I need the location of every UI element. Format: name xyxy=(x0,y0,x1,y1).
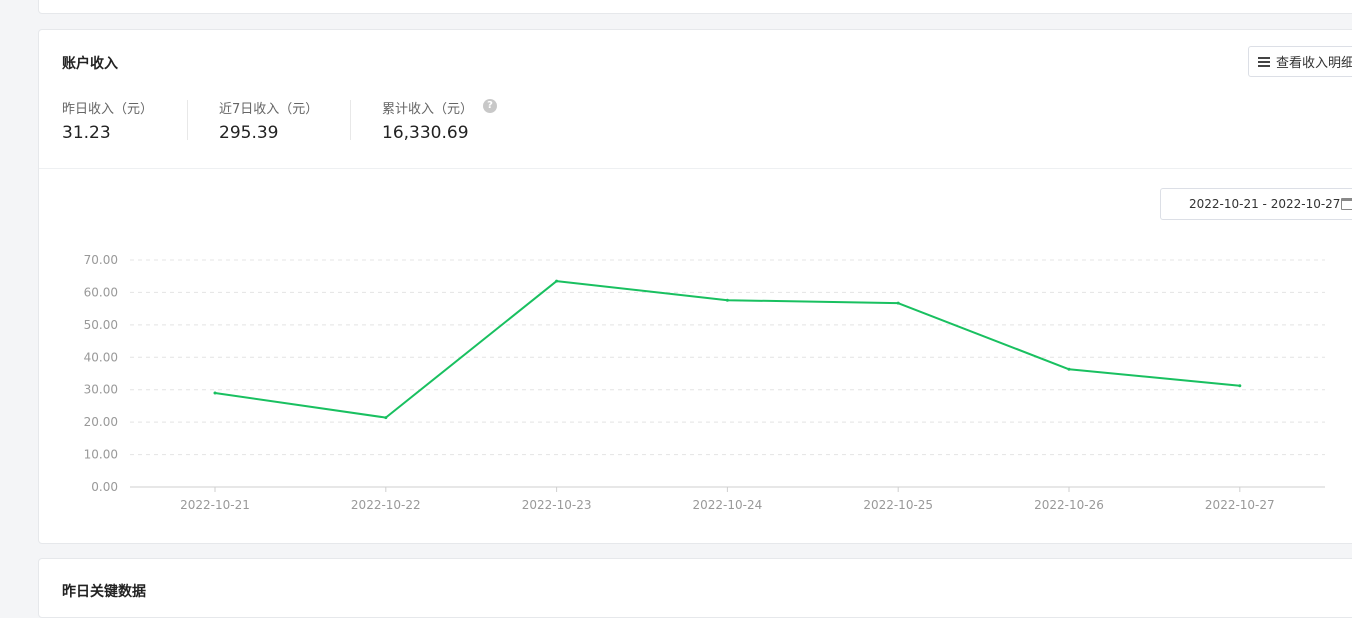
card-title: 昨日关键数据 xyxy=(62,584,146,600)
income-card: 账户收入 查看收入明细 昨日收入（元） 31.23 近7日收入（元） 295.3… xyxy=(38,29,1352,544)
stat-label: 累计收入（元） xyxy=(382,102,474,117)
section-divider xyxy=(39,168,1352,169)
y-tick-label: 20.00 xyxy=(84,415,118,429)
stat-yesterday: 昨日收入（元） 31.23 xyxy=(62,98,153,143)
view-income-detail-button[interactable]: 查看收入明细 xyxy=(1248,46,1352,77)
stat-value: 16,330.69 xyxy=(382,123,469,143)
y-tick-label: 0.00 xyxy=(91,480,118,494)
y-tick-label: 30.00 xyxy=(84,383,118,397)
data-point xyxy=(213,391,217,395)
x-tick-label: 2022-10-21 xyxy=(180,498,250,512)
data-point xyxy=(384,416,388,420)
data-point xyxy=(896,301,900,305)
date-range-value: 2022-10-21 - 2022-10-27 xyxy=(1189,197,1341,211)
key-data-card: 昨日关键数据 xyxy=(38,558,1352,618)
menu-icon xyxy=(1258,56,1270,67)
top-card xyxy=(38,0,1352,14)
stat-divider xyxy=(350,100,351,140)
y-tick-label: 10.00 xyxy=(84,448,118,462)
question-circle-icon[interactable]: ? xyxy=(483,99,497,113)
x-tick-label: 2022-10-27 xyxy=(1205,498,1275,512)
x-tick-label: 2022-10-25 xyxy=(863,498,933,512)
stat-label: 昨日收入（元） xyxy=(62,102,154,117)
y-tick-label: 40.00 xyxy=(84,350,118,364)
view-income-detail-label: 查看收入明细 xyxy=(1276,56,1352,71)
stat-value: 31.23 xyxy=(62,123,111,143)
stat-value: 295.39 xyxy=(219,123,279,143)
y-tick-label: 50.00 xyxy=(84,318,118,332)
card-title: 账户收入 xyxy=(62,56,118,72)
stat-last-7-days: 近7日收入（元） 295.39 xyxy=(219,98,318,143)
date-range-picker[interactable]: 2022-10-21 - 2022-10-27 xyxy=(1160,188,1352,220)
y-tick-label: 70.00 xyxy=(84,253,118,267)
x-tick-label: 2022-10-22 xyxy=(351,498,421,512)
y-tick-label: 60.00 xyxy=(84,285,118,299)
income-line-chart: 0.00 10.00 20.00 30.00 40.00 50.00 60.00 70.00 2… xyxy=(39,30,1339,534)
stat-label: 近7日收入（元） xyxy=(219,102,319,117)
x-tick-label: 2022-10-23 xyxy=(522,498,592,512)
x-tick-label: 2022-10-24 xyxy=(693,498,763,512)
data-point xyxy=(1067,367,1071,371)
data-point xyxy=(725,298,729,302)
data-point xyxy=(555,279,559,283)
stat-divider xyxy=(187,100,188,140)
income-stats: 昨日收入（元） 31.23 近7日收入（元） 295.39 累计收入（元） 16… xyxy=(39,98,1352,143)
data-point xyxy=(1238,384,1242,388)
x-tick-label: 2022-10-26 xyxy=(1034,498,1104,512)
chart-svg: 0.00 10.00 20.00 30.00 40.00 50.00 60.00 70.00 2… xyxy=(84,253,1325,512)
calendar-icon xyxy=(1341,198,1352,210)
stat-cumulative: 累计收入（元） 16,330.69 xyxy=(382,98,473,143)
